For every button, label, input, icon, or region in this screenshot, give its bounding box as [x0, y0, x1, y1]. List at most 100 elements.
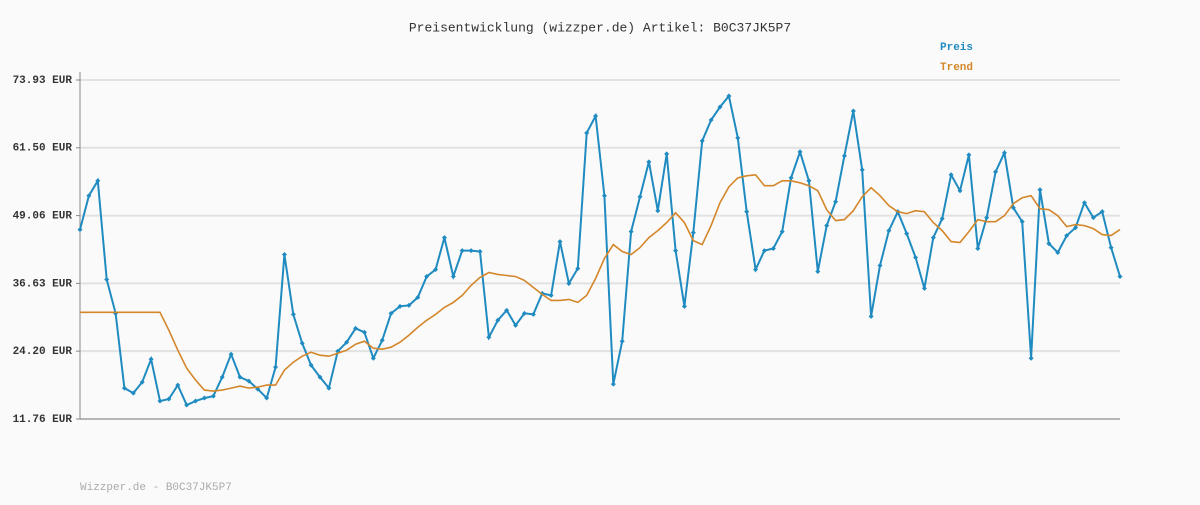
point [201, 395, 207, 401]
point [1081, 200, 1087, 206]
point [228, 351, 234, 357]
point [744, 209, 750, 215]
point [628, 229, 634, 235]
point [513, 322, 519, 328]
point [877, 263, 883, 269]
point [450, 273, 456, 279]
point [504, 307, 510, 313]
point [815, 269, 821, 275]
point [299, 340, 305, 346]
point [370, 355, 376, 361]
point [477, 249, 483, 255]
point [913, 255, 919, 261]
point [219, 374, 225, 380]
point [344, 339, 350, 345]
point [948, 172, 954, 178]
point [886, 228, 892, 234]
point [859, 167, 865, 173]
point [281, 252, 287, 258]
point [175, 382, 181, 388]
point [86, 193, 92, 199]
point [601, 193, 607, 199]
point [468, 248, 474, 254]
point [575, 266, 581, 272]
point [610, 381, 616, 387]
y-tick-label: 73.93 EUR [13, 75, 73, 87]
point [797, 149, 803, 155]
point [1090, 215, 1096, 221]
legend-label: Preis [940, 42, 973, 54]
point [1099, 209, 1105, 215]
point [726, 93, 732, 99]
y-tick-label: 24.20 EUR [13, 346, 73, 358]
point [1046, 241, 1052, 247]
y-tick-label: 11.76 EUR [13, 414, 73, 426]
point [655, 208, 661, 214]
point [690, 230, 696, 236]
point [495, 317, 501, 323]
point [939, 216, 945, 222]
point [121, 385, 127, 391]
point [486, 334, 492, 340]
point [406, 302, 412, 308]
point [433, 266, 439, 272]
point [868, 313, 874, 319]
point [264, 395, 270, 401]
point [1117, 273, 1123, 279]
point [441, 235, 447, 241]
footer: Wizzper.de - B0C37JK5P7 [80, 482, 232, 494]
point [673, 248, 679, 254]
point [619, 338, 625, 344]
point [95, 178, 101, 184]
point [753, 266, 759, 272]
point [904, 231, 910, 237]
point [290, 311, 296, 317]
point [388, 310, 394, 316]
point [984, 215, 990, 221]
point [761, 248, 767, 254]
point [326, 385, 332, 391]
point [317, 374, 323, 380]
point [397, 303, 403, 309]
point [139, 379, 145, 385]
point [1037, 187, 1043, 193]
point [157, 398, 163, 404]
point [806, 178, 812, 184]
point [184, 402, 190, 408]
point [699, 138, 705, 144]
point [717, 104, 723, 110]
point [77, 227, 83, 233]
point [664, 151, 670, 157]
point [735, 135, 741, 141]
point [415, 294, 421, 300]
point [637, 194, 643, 200]
point [148, 356, 154, 362]
point [850, 108, 856, 114]
point [770, 246, 776, 252]
point [166, 396, 172, 402]
point [593, 113, 599, 119]
point [841, 153, 847, 159]
point [646, 159, 652, 165]
point [1108, 245, 1114, 251]
point [708, 117, 714, 123]
point [1028, 355, 1034, 361]
point [548, 292, 554, 298]
point [521, 310, 527, 316]
point [824, 223, 830, 229]
point [379, 337, 385, 343]
point [353, 325, 359, 331]
point [1055, 250, 1061, 256]
line [80, 173, 1121, 392]
chart-title: Preisentwicklung (wizzper.de) Artikel: B… [409, 20, 791, 35]
line [79, 93, 1121, 407]
point [921, 285, 927, 291]
point [557, 239, 563, 245]
point [930, 235, 936, 241]
legend-label: Trend [940, 62, 973, 74]
point [779, 229, 785, 235]
point [130, 390, 136, 396]
point [237, 374, 243, 380]
point [246, 378, 252, 384]
point [308, 362, 314, 368]
